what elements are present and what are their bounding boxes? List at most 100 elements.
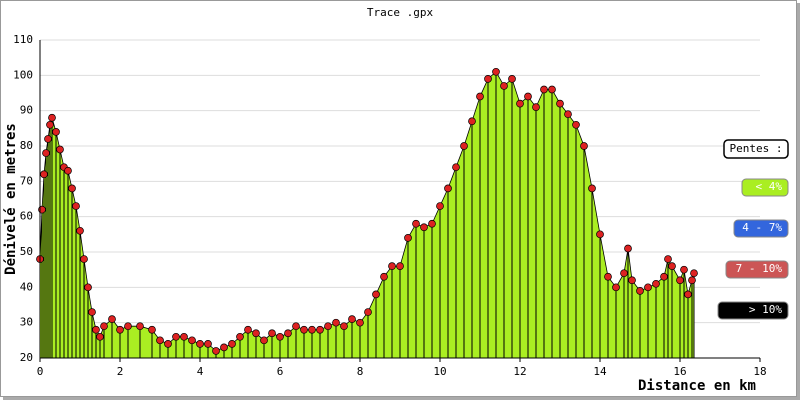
elevation-point [690, 269, 698, 278]
elevation-point [236, 332, 244, 341]
shadow [797, 3, 800, 400]
elevation-point [388, 262, 396, 270]
elevation-point [564, 110, 572, 119]
elevation-point [156, 336, 164, 345]
legend-label: 4 - 7% [742, 221, 782, 234]
elevation-point [188, 336, 196, 345]
elevation-point [44, 135, 52, 143]
elevation-point [588, 184, 596, 193]
elevation-point [72, 202, 80, 210]
elevation-point [572, 120, 580, 129]
elevation-point [212, 347, 220, 355]
elevation-point [220, 343, 228, 352]
elevation-point [324, 322, 332, 331]
legend-box [725, 260, 789, 279]
elevation-point [124, 322, 132, 331]
elevation-point [548, 85, 556, 94]
elevation-point [532, 103, 540, 111]
y-tick-label: 80 [20, 139, 33, 152]
elevation-point [636, 287, 644, 295]
elevation-point [96, 332, 104, 341]
elevation-point [40, 170, 48, 179]
x-tick-label: 8 [357, 365, 364, 378]
elevation-point [516, 99, 524, 108]
legend-label: < 4% [756, 180, 783, 193]
elevation-point [164, 340, 172, 348]
y-tick-label: 110 [13, 33, 33, 46]
elevation-point [396, 262, 404, 270]
elevation-point [460, 142, 468, 150]
elevation-point [84, 283, 92, 292]
legend-title-box [723, 139, 789, 159]
elevation-point [604, 272, 612, 281]
elevation-area [39, 71, 695, 359]
elevation-point [46, 120, 54, 129]
x-tick-label: 0 [37, 365, 44, 378]
elevation-point [556, 99, 564, 108]
x-tick-label: 16 [673, 365, 686, 378]
chart-title: Trace .gpx [367, 6, 434, 19]
elevation-point [76, 226, 84, 235]
elevation-point [356, 318, 364, 327]
elevation-point [684, 290, 692, 299]
elevation-point [42, 149, 50, 157]
elevation-point [596, 230, 604, 239]
elevation-point [372, 290, 380, 299]
elevation-point [52, 128, 60, 136]
legend-label: > 10% [749, 303, 782, 316]
elevation-point [196, 340, 204, 348]
elevation-point [108, 315, 116, 323]
elevation-point [136, 322, 144, 331]
x-tick-label: 4 [197, 365, 204, 378]
x-tick-label: 6 [277, 365, 284, 378]
legend-box [717, 301, 789, 320]
elevation-point [292, 322, 300, 331]
elevation-point [540, 85, 548, 94]
x-axis-label: Distance en km [638, 378, 756, 394]
legend-box [741, 178, 789, 197]
elevation-point [628, 276, 636, 285]
elevation-point [436, 202, 444, 210]
elevation-point [244, 325, 252, 334]
elevation-point [624, 244, 632, 253]
elevation-point [300, 325, 308, 334]
shadow [3, 397, 800, 400]
elevation-point [660, 272, 668, 281]
elevation-point [644, 283, 652, 292]
elevation-point [80, 255, 88, 263]
elevation-point [92, 325, 100, 334]
elevation-point [500, 82, 508, 90]
elevation-point [180, 332, 188, 341]
elevation-point [348, 315, 356, 323]
elevation-point [652, 279, 660, 288]
elevation-point [428, 219, 436, 228]
elevation-point [468, 117, 476, 126]
elevation-point [88, 308, 96, 316]
y-tick-label: 20 [20, 351, 33, 364]
elevation-point [492, 67, 500, 76]
y-axis-label: Dénivelé en metres [3, 123, 19, 275]
x-tick-label: 18 [753, 365, 766, 378]
elevation-point [332, 318, 340, 327]
elevation-point [444, 184, 452, 193]
elevation-point [172, 332, 180, 341]
x-tick-label: 10 [433, 365, 446, 378]
elevation-point [664, 255, 672, 263]
y-tick-label: 100 [13, 68, 33, 81]
legend-title: Pentes : [730, 142, 783, 155]
elevation-point [420, 223, 428, 232]
elevation-point [668, 262, 676, 270]
legend-label: 7 - 10% [736, 262, 783, 275]
x-tick-label: 12 [513, 365, 526, 378]
elevation-point [268, 329, 276, 338]
elevation-point [380, 272, 388, 281]
elevation-point [228, 340, 236, 348]
y-tick-label: 90 [20, 104, 33, 117]
x-tick-label: 14 [593, 365, 607, 378]
elevation-point [260, 336, 268, 345]
elevation-point [48, 113, 56, 122]
elevation-point [68, 184, 76, 193]
elevation-point [100, 322, 108, 331]
elevation-point [412, 219, 420, 228]
